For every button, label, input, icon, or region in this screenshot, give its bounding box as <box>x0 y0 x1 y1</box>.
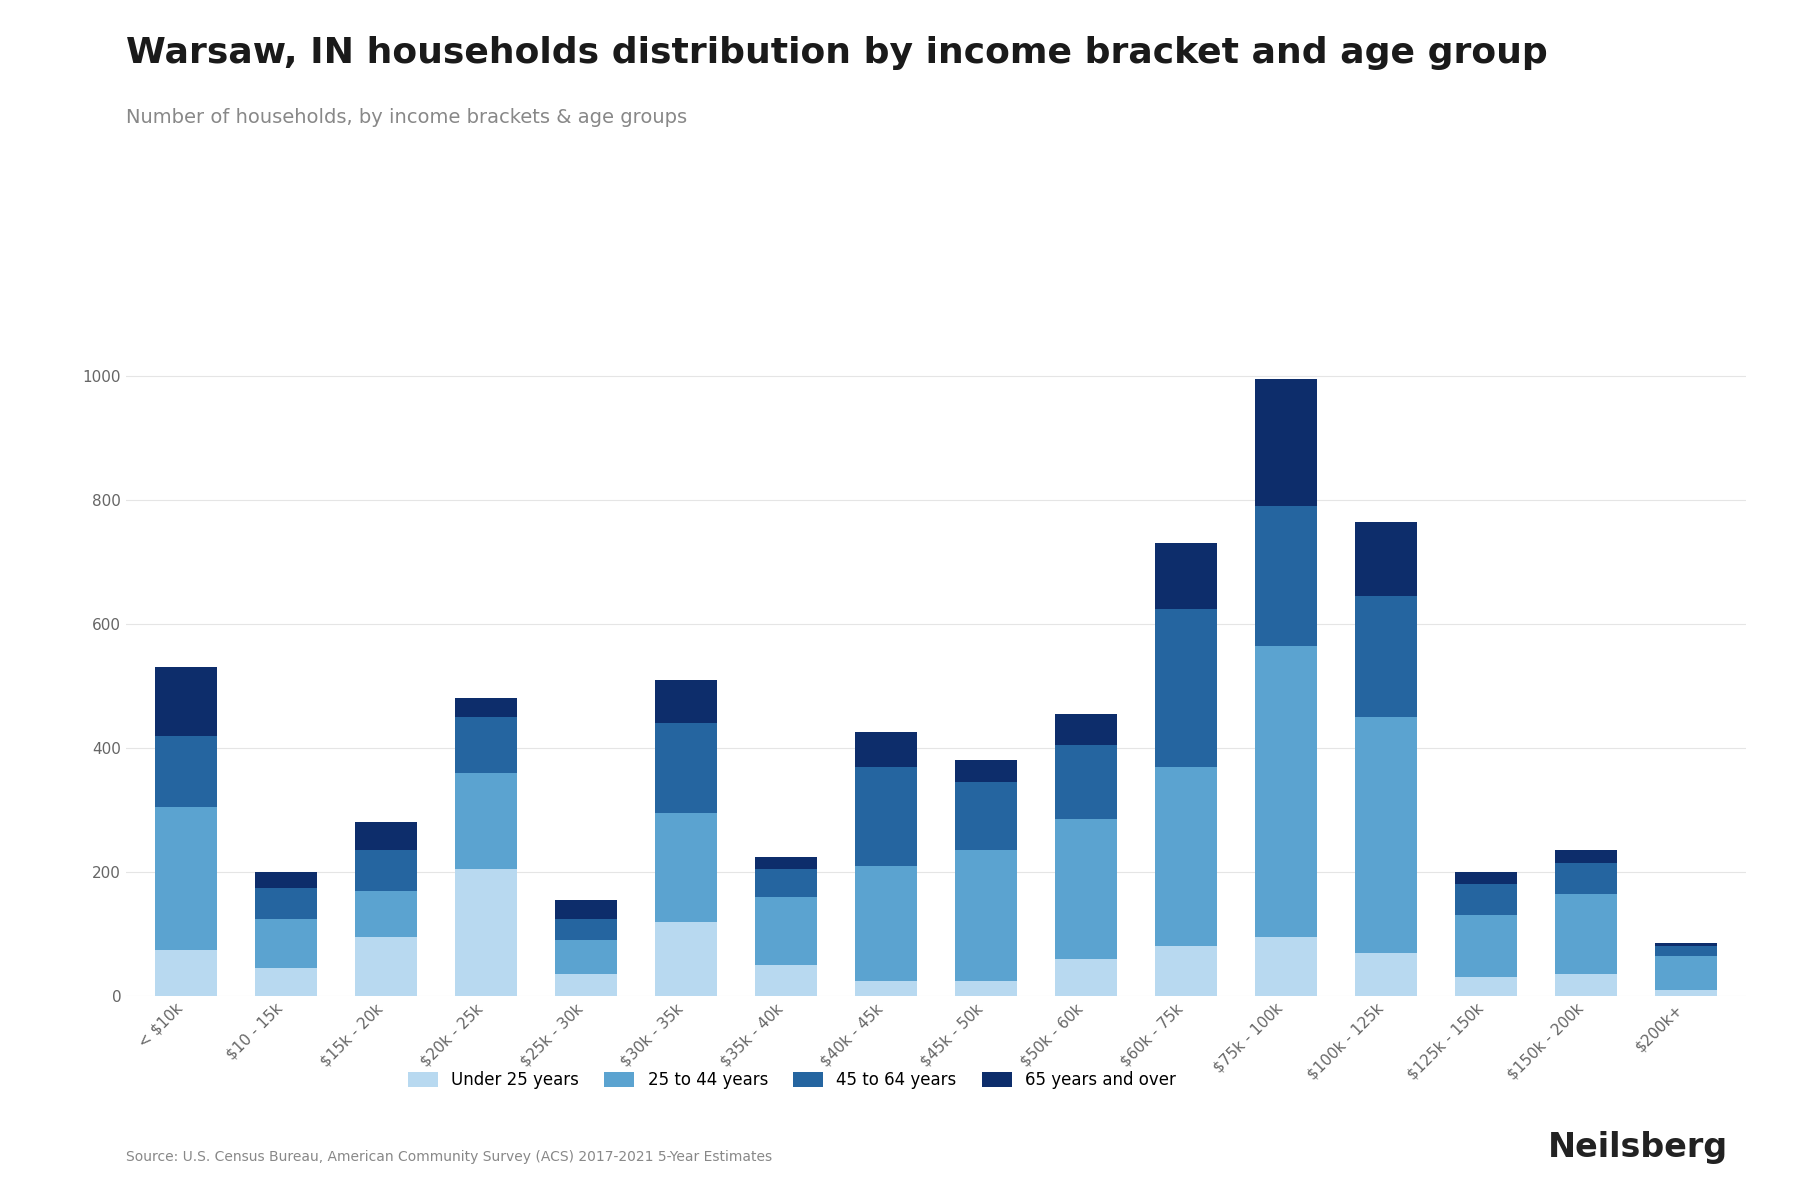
Bar <box>655 724 716 814</box>
Bar <box>1255 646 1318 937</box>
Bar <box>754 869 817 896</box>
Bar <box>355 822 418 851</box>
Bar <box>1055 820 1118 959</box>
Bar <box>256 872 317 888</box>
Bar <box>355 851 418 890</box>
Bar <box>1454 884 1517 916</box>
Bar <box>956 980 1017 996</box>
Bar <box>355 890 418 937</box>
Bar <box>1156 767 1217 947</box>
Bar <box>655 679 716 724</box>
Bar <box>554 941 617 974</box>
Bar <box>1156 947 1217 996</box>
Bar <box>1255 506 1318 646</box>
Bar <box>1355 596 1417 716</box>
Bar <box>1055 714 1118 745</box>
Bar <box>855 865 916 980</box>
Bar <box>554 974 617 996</box>
Bar <box>554 900 617 918</box>
Text: Warsaw, IN households distribution by income bracket and age group: Warsaw, IN households distribution by in… <box>126 36 1548 70</box>
Bar <box>956 761 1017 782</box>
Bar <box>1454 977 1517 996</box>
Bar <box>1555 863 1616 894</box>
Text: Number of households, by income brackets & age groups: Number of households, by income brackets… <box>126 108 688 127</box>
Bar <box>554 918 617 941</box>
Bar <box>155 949 218 996</box>
Text: Source: U.S. Census Bureau, American Community Survey (ACS) 2017-2021 5-Year Est: Source: U.S. Census Bureau, American Com… <box>126 1150 772 1164</box>
Bar <box>455 716 517 773</box>
Bar <box>155 736 218 806</box>
Bar <box>655 814 716 922</box>
Legend: Under 25 years, 25 to 44 years, 45 to 64 years, 65 years and over: Under 25 years, 25 to 44 years, 45 to 64… <box>401 1064 1183 1096</box>
Bar <box>1555 894 1616 974</box>
Bar <box>455 773 517 869</box>
Bar <box>956 851 1017 980</box>
Bar <box>1156 544 1217 608</box>
Bar <box>855 732 916 767</box>
Bar <box>155 806 218 949</box>
Bar <box>1156 608 1217 767</box>
Bar <box>355 937 418 996</box>
Bar <box>1355 953 1417 996</box>
Bar <box>1255 379 1318 506</box>
Bar <box>855 767 916 865</box>
Bar <box>754 896 817 965</box>
Bar <box>1255 937 1318 996</box>
Bar <box>754 965 817 996</box>
Bar <box>1654 943 1717 947</box>
Bar <box>1454 916 1517 977</box>
Bar <box>455 698 517 716</box>
Bar <box>455 869 517 996</box>
Bar <box>754 857 817 869</box>
Bar <box>1055 959 1118 996</box>
Bar <box>1654 955 1717 990</box>
Text: Neilsberg: Neilsberg <box>1548 1130 1728 1164</box>
Bar <box>1654 990 1717 996</box>
Bar <box>855 980 916 996</box>
Bar <box>655 922 716 996</box>
Bar <box>1055 745 1118 820</box>
Bar <box>155 667 218 736</box>
Bar <box>1654 947 1717 955</box>
Bar <box>1454 872 1517 884</box>
Bar <box>256 918 317 968</box>
Bar <box>1555 851 1616 863</box>
Bar <box>1355 716 1417 953</box>
Bar <box>1355 522 1417 596</box>
Bar <box>256 888 317 918</box>
Bar <box>256 968 317 996</box>
Bar <box>1555 974 1616 996</box>
Bar <box>956 782 1017 851</box>
